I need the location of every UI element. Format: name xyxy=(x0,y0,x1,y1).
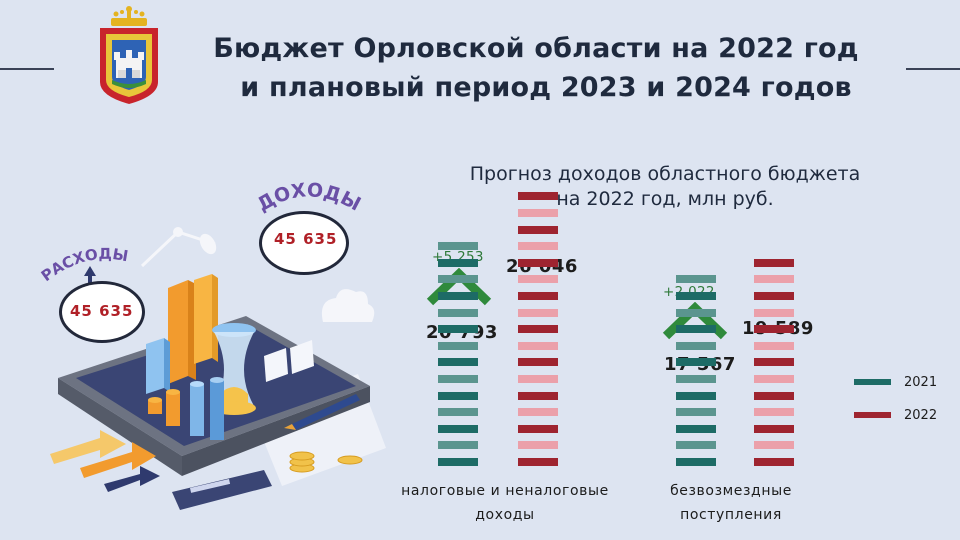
bar-segment-2021-cat2 xyxy=(676,308,716,317)
page-title-line-2: и плановый период 2023 и 2024 годов xyxy=(240,72,852,103)
bar-segment-2022-cat2 xyxy=(754,358,794,367)
expenses-value: 45 635 xyxy=(70,302,134,320)
legend-label-2021: 2021 xyxy=(904,375,938,390)
delta-arrow-1-icon xyxy=(426,268,492,306)
bar-segment-2022-cat1 xyxy=(518,441,558,450)
bar-segment-2022-cat1 xyxy=(518,292,558,300)
legend-swatch-2022 xyxy=(854,412,891,418)
category-label-2-line-2: поступления xyxy=(680,507,782,523)
bar-segment-2021-cat1 xyxy=(438,458,478,466)
bar-segment-2022-cat1 xyxy=(518,325,558,334)
chart-subtitle-line-2: на 2022 год, млн руб. xyxy=(556,188,774,210)
bar-segment-2021-cat2 xyxy=(676,325,716,334)
expenses-bubble xyxy=(62,284,142,340)
bar-segment-2021-cat1 xyxy=(438,258,478,267)
bar-segment-2022-cat1 xyxy=(518,375,558,383)
bar-segment-2022-cat1 xyxy=(518,242,558,251)
bar-segment-2021-cat1 xyxy=(438,375,478,383)
bar-segment-2022-cat1 xyxy=(518,225,558,234)
legend-swatch-2021 xyxy=(854,379,891,385)
legend-label-2022: 2022 xyxy=(904,408,938,423)
bar-segment-2021-cat1 xyxy=(438,391,478,400)
finance-illustration xyxy=(50,227,386,510)
bar-segment-2021-cat2 xyxy=(676,441,716,450)
bar-segment-2022-cat1 xyxy=(518,391,558,400)
bar-segment-2021-cat1 xyxy=(438,358,478,367)
bar-segment-2021-cat2 xyxy=(676,341,716,350)
category-label-1-line-1: налоговые и неналоговые xyxy=(401,483,609,499)
category-label-1-line-2: доходы xyxy=(475,507,535,523)
income-bubble xyxy=(262,214,346,272)
bar-segment-2021-cat1 xyxy=(438,308,478,317)
bar-segment-2022-cat2 xyxy=(754,375,794,383)
bar-segment-2021-cat2 xyxy=(676,275,716,284)
bar-segment-2021-cat2 xyxy=(676,458,716,466)
bar-segment-2022-cat2 xyxy=(754,341,794,350)
bar-segment-2021-cat1 xyxy=(438,408,478,417)
bar-segment-2022-cat2 xyxy=(754,275,794,284)
bar-segment-2021-cat1 xyxy=(438,441,478,450)
bar-segment-2022-cat2 xyxy=(754,292,794,300)
income-label: ДОХОДЫ xyxy=(258,182,364,216)
expenses-label-arc: РАСХОДЫ xyxy=(40,245,130,285)
bar-segment-2022-cat2 xyxy=(754,325,794,334)
bar-segment-2022-cat2 xyxy=(754,308,794,317)
category-label-2-line-1: безвозмездные xyxy=(670,483,792,499)
bar-segment-2022-cat1 xyxy=(518,258,558,267)
bar-segment-2022-cat1 xyxy=(518,308,558,317)
bar-segment-2022-cat2 xyxy=(754,408,794,417)
svg-text:РАСХОДЫ: РАСХОДЫ xyxy=(40,245,130,285)
bar-segment-2022-cat1 xyxy=(518,341,558,350)
bar-segment-2022-cat1 xyxy=(518,358,558,367)
bar-segment-2021-cat2 xyxy=(676,424,716,433)
bar-segment-2022-cat1 xyxy=(518,424,558,433)
bar-segment-2021-cat1 xyxy=(438,325,478,334)
bar-segment-2021-cat2 xyxy=(676,408,716,417)
bar-segment-2022-cat2 xyxy=(754,441,794,450)
bar-segment-2021-cat1 xyxy=(438,341,478,350)
expenses-label: РАСХОДЫ xyxy=(40,245,130,285)
chart-subtitle-line-1: Прогноз доходов областного бюджета xyxy=(469,163,861,185)
bar-segment-2022-cat2 xyxy=(754,458,794,466)
bar-segment-2021-cat2 xyxy=(676,391,716,400)
bar-segment-2022-cat2 xyxy=(754,391,794,400)
bar-segment-2021-cat1 xyxy=(438,424,478,433)
coat-of-arms-icon xyxy=(100,6,158,104)
svg-text:ДОХОДЫ: ДОХОДЫ xyxy=(258,182,364,216)
bar-segment-2021-cat2 xyxy=(676,375,716,383)
bar-segment-2022-cat1 xyxy=(518,408,558,417)
income-label-arc: ДОХОДЫ xyxy=(258,182,364,216)
header-rule-right xyxy=(906,68,960,70)
income-value: 45 635 xyxy=(274,230,338,248)
bar-segment-2022-cat1 xyxy=(518,275,558,284)
bar-segment-2021-cat2 xyxy=(676,292,716,300)
bar-segment-2022-cat1 xyxy=(518,209,558,217)
bar-segment-2022-cat2 xyxy=(754,424,794,433)
bar-segment-2021-cat2 xyxy=(676,358,716,367)
bar-segment-2022-cat1 xyxy=(518,458,558,466)
page-title-line-1: Бюджет Орловской области на 2022 год xyxy=(213,33,859,64)
bar-segment-2021-cat1 xyxy=(438,292,478,300)
bar-segment-2021-cat1 xyxy=(438,275,478,284)
bar-segment-2022-cat2 xyxy=(754,258,794,267)
bar-segment-2021-cat1 xyxy=(438,242,478,251)
header-rule-left xyxy=(0,68,54,70)
bar-segment-2022-cat1 xyxy=(518,192,558,201)
illustration-bars xyxy=(146,274,218,394)
